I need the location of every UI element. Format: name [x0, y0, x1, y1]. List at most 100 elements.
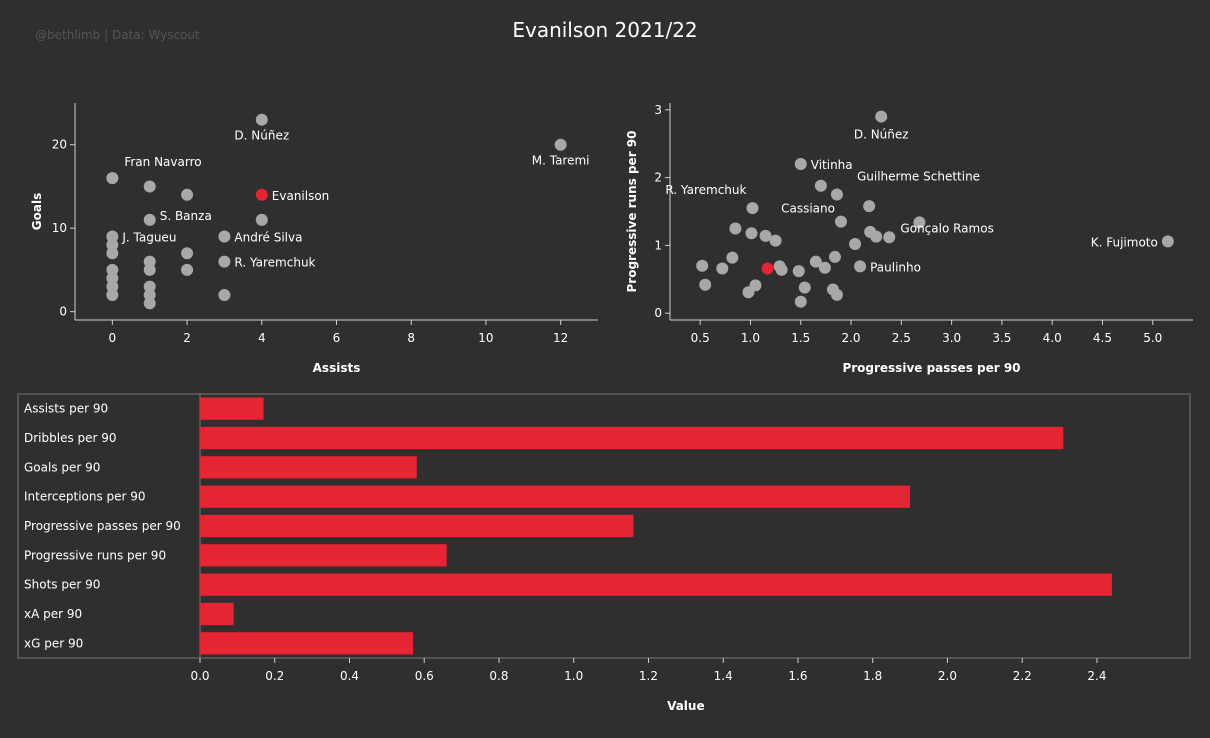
x-tick-label: 2.0 [938, 669, 957, 683]
y-axis-title: Progressive runs per 90 [625, 131, 639, 293]
x-axis-title: Progressive passes per 90 [842, 361, 1020, 375]
x-tick-label: 4 [258, 331, 266, 345]
scatter-point [1161, 235, 1174, 248]
scatter-point [746, 202, 759, 215]
point-label: R. Yaremchuk [665, 183, 746, 197]
scatter-point [818, 261, 831, 274]
scatter-point [729, 222, 742, 235]
scatter-point [143, 297, 156, 310]
point-label: Fran Navarro [124, 155, 201, 169]
x-tick-label: 2 [183, 331, 191, 345]
scatter-point [106, 230, 119, 243]
scatter-point [143, 263, 156, 276]
scatter-point [106, 288, 119, 301]
scatter-point [769, 234, 782, 247]
scatter-point [218, 288, 231, 301]
point-label: J. Tagueu [121, 231, 176, 245]
scatter-point [699, 278, 712, 291]
scatter-point [255, 113, 268, 126]
scatter-point [794, 295, 807, 308]
point-label: D. Núñez [854, 128, 909, 142]
y-tick-label: 2 [654, 171, 662, 185]
bar [200, 514, 634, 538]
x-tick-label: 2.2 [1013, 669, 1032, 683]
point-label: M. Taremi [532, 154, 590, 168]
scatter-point [854, 260, 867, 273]
x-tick-label: 1.4 [714, 669, 733, 683]
scatter-point [106, 238, 119, 251]
x-axis-title: Value [667, 699, 705, 713]
scatter-point [863, 200, 876, 213]
x-tick-label: 10 [478, 331, 493, 345]
x-tick-label: 12 [553, 331, 568, 345]
x-tick-label: 5.0 [1143, 331, 1162, 345]
bar-chart-frame [17, 393, 1191, 659]
scatter-point [913, 216, 926, 229]
scatter-point [106, 263, 119, 276]
x-tick-label: 1.5 [791, 331, 810, 345]
bar-category-label: Dribbles per 90 [24, 431, 117, 445]
x-tick-label: 0.6 [415, 669, 434, 683]
x-tick-label: 1.0 [741, 331, 760, 345]
point-label: Cassiano [781, 202, 835, 216]
bar-category-label: Interceptions per 90 [24, 490, 146, 504]
bar [200, 544, 447, 567]
scatter-point [218, 230, 231, 243]
y-tick-label: 0 [654, 306, 662, 320]
scatter-point [106, 272, 119, 285]
y-tick-label: 3 [654, 103, 662, 117]
x-tick-label: 4.0 [1043, 331, 1062, 345]
point-label: Evanilson [272, 189, 330, 203]
scatter-point [143, 255, 156, 268]
scatter-point [143, 288, 156, 301]
bar-category-label: xG per 90 [24, 636, 83, 650]
x-tick-label: 4.5 [1093, 331, 1112, 345]
x-tick-label: 0.4 [340, 669, 359, 683]
x-tick-label: 1.2 [639, 669, 658, 683]
scatter-point [181, 247, 194, 260]
x-tick-label: 2.0 [841, 331, 860, 345]
scatter-point [696, 259, 709, 272]
highlight-point [761, 262, 774, 275]
scatter-point [834, 215, 847, 228]
credit-text: @bethlimb | Data: Wyscout [35, 28, 200, 42]
scatter-point [143, 213, 156, 226]
point-label: D. Núñez [234, 129, 289, 143]
bar [200, 485, 911, 508]
bar-category-label: xA per 90 [24, 607, 82, 621]
scatter-point [143, 180, 156, 193]
bar [200, 456, 417, 479]
scatter-point [759, 229, 772, 242]
x-tick-label: 1.6 [788, 669, 807, 683]
scatter-point [794, 158, 807, 171]
scatter-point [106, 280, 119, 293]
bar [200, 573, 1112, 596]
x-tick-label: 3.0 [942, 331, 961, 345]
x-tick-label: 3.5 [992, 331, 1011, 345]
x-tick-label: 1.8 [863, 669, 882, 683]
scatter-point [106, 247, 119, 260]
scatter-point [716, 262, 729, 275]
scatter-point [775, 263, 788, 276]
y-tick-label: 0 [59, 305, 67, 319]
scatter-point [143, 280, 156, 293]
bar-category-label: Progressive passes per 90 [24, 519, 181, 533]
x-tick-label: 1.0 [564, 669, 583, 683]
x-tick-label: 8 [407, 331, 415, 345]
point-label: R. Yaremchuk [234, 256, 315, 270]
bar-category-label: Assists per 90 [24, 402, 108, 416]
y-tick-label: 1 [654, 238, 662, 252]
scatter-point [792, 265, 805, 278]
x-tick-label: 0.2 [265, 669, 284, 683]
scatter-point [870, 230, 883, 243]
x-tick-label: 2.5 [892, 331, 911, 345]
scatter-point [830, 188, 843, 201]
scatter-point [181, 263, 194, 276]
scatter-point [554, 138, 567, 151]
bar-category-label: Progressive runs per 90 [24, 548, 166, 562]
x-tick-label: 6 [333, 331, 341, 345]
bar-category-label: Goals per 90 [24, 460, 100, 474]
scatter-point [106, 172, 119, 185]
chart-title: Evanilson 2021/22 [512, 18, 698, 42]
scatter-point [814, 179, 827, 192]
